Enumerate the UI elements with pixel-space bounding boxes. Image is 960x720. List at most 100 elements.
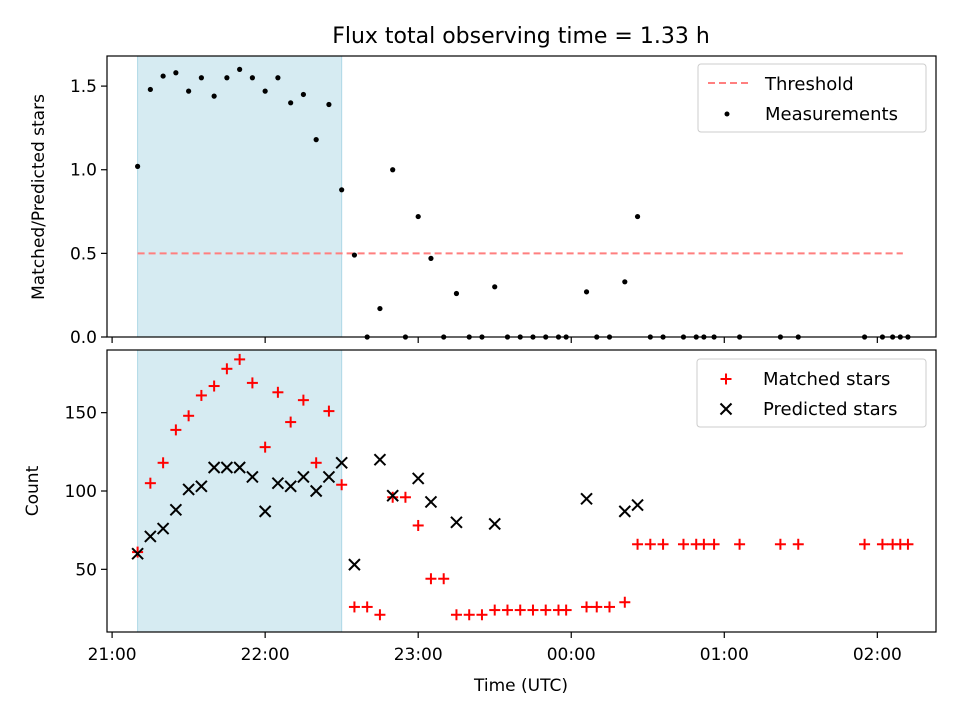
measurement-point (147, 86, 153, 93)
measurement-point (224, 75, 230, 81)
predicted-star-point (182, 483, 195, 496)
measurement-point (186, 88, 192, 94)
matched-star-point (876, 538, 888, 550)
measurement-point (492, 284, 498, 290)
predicted-star-point (322, 470, 336, 484)
bottom-legend: Matched stars Predicted stars (696, 358, 927, 428)
matched-star-point (677, 538, 689, 550)
top-y-tick-label: 0.0 (70, 328, 97, 348)
measurement-point (160, 73, 166, 79)
predicted-star-point (631, 498, 644, 512)
matched-star-point (221, 363, 233, 375)
matched-star-point (132, 546, 144, 558)
predicted-star-point (309, 484, 323, 498)
matched-star-point (425, 573, 437, 585)
x-tick-label: 00:00 (547, 645, 596, 665)
top-y-ticks: 0.0 0.5 1.0 1.5 (70, 77, 107, 348)
matched-star-point (619, 596, 631, 608)
predicted-star-point (450, 516, 463, 529)
predicted-star-point (246, 470, 259, 484)
matched-star-point (514, 604, 526, 616)
predicted-star-point (233, 461, 246, 474)
measurement-point (351, 252, 358, 258)
matched-star-point (399, 491, 411, 503)
measurement-point (415, 213, 421, 220)
matched-star-point (259, 441, 271, 453)
matched-star-point (560, 604, 572, 616)
predicted-star-point (386, 489, 399, 502)
matched-star-point (348, 601, 360, 613)
matched-star-point (272, 386, 284, 398)
predicted-star-point (131, 547, 144, 560)
bottom-y-axis-label: Count (23, 465, 43, 516)
measurement-point (339, 187, 345, 193)
measurement-point (249, 75, 255, 81)
predicted-star-point (488, 517, 501, 531)
top-y-tick-label: 0.5 (70, 244, 97, 264)
matched-star-point (208, 380, 220, 392)
matched-star-point (463, 609, 475, 621)
predicted-star-point (618, 505, 632, 518)
x-tick-label: 23:00 (394, 645, 443, 665)
chart-title: Flux total observing time = 1.33 h (332, 24, 710, 49)
matched-star-point (698, 538, 710, 550)
matched-star-point (774, 538, 786, 550)
matched-star-point (144, 477, 156, 489)
matched-star-point (450, 609, 462, 621)
predicted-star-point (284, 480, 297, 493)
top-legend-box (697, 63, 927, 133)
predicted-star-point (335, 456, 348, 470)
x-tick-label: 02:00 (853, 645, 902, 665)
predicted-star-point (580, 492, 593, 506)
predicted-star-point (373, 453, 387, 466)
x-tick-label: 21:00 (88, 645, 137, 665)
bottom-shaded-rect (137, 349, 343, 633)
predicted-star-point (271, 476, 285, 490)
matched-star-point (234, 353, 246, 365)
legend-matched-swatch (720, 373, 732, 385)
predicted-star-point (207, 461, 221, 474)
matched-star-point (183, 410, 195, 422)
matched-star-point (581, 601, 593, 613)
predicted-star-point (220, 461, 234, 474)
measurement-point (583, 289, 590, 295)
matched-star-point (412, 519, 424, 531)
matched-star-point (246, 377, 258, 389)
top-x-ticks (111, 337, 878, 343)
matched-star-point (734, 538, 746, 550)
top-axes-frame (106, 55, 937, 338)
legend-plus-marker (720, 373, 732, 385)
matched-star-point (527, 604, 539, 616)
measurement-point (428, 255, 434, 261)
measurement-point (326, 101, 332, 108)
top-legend: Threshold Measurements (697, 63, 927, 133)
matched-star-point (170, 424, 182, 436)
matched-star-point (708, 538, 720, 550)
matched-star-point (657, 538, 669, 550)
matched-star-point (632, 538, 644, 550)
matched-star-point (604, 601, 616, 613)
matched-star-point (902, 538, 914, 550)
measurement-point (237, 66, 243, 72)
matched-star-point (157, 457, 169, 469)
matched-star-point (387, 491, 399, 503)
bottom-shaded-region (137, 349, 343, 633)
x-tick-label: 01:00 (700, 645, 749, 665)
bottom-y-tick-label: 50 (75, 560, 97, 580)
measurement-point (300, 91, 307, 98)
measurement-point (275, 75, 281, 81)
predicted-star-point (169, 503, 183, 517)
predicted-star-point (424, 495, 438, 509)
matched-star-point (476, 609, 488, 621)
measurement-point (173, 70, 179, 76)
measurement-point (377, 305, 383, 312)
predicted-star-point (156, 522, 170, 535)
matched-star-point (859, 538, 871, 550)
legend-threshold-label: Threshold (764, 74, 854, 95)
matched-star-point (501, 604, 513, 616)
matched-star-point (310, 457, 322, 469)
measurement-point (262, 88, 268, 94)
legend-matched-label: Matched stars (763, 369, 890, 390)
matched-star-point (374, 609, 386, 621)
